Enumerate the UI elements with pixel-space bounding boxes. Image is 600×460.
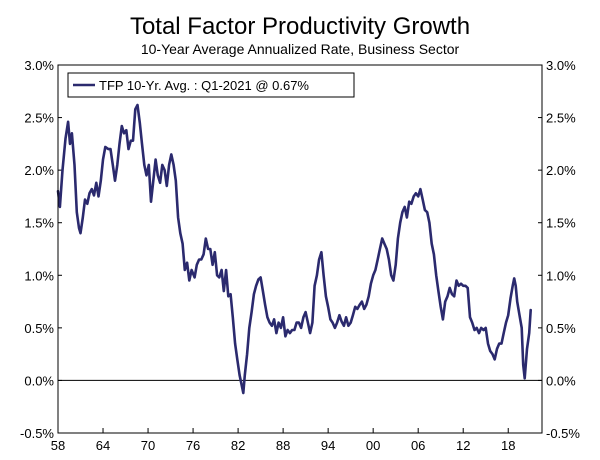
y-axis-labels-left: -0.5% 0.0% 0.5% 1.0% 1.5% 2.0% 2.5% 3.0% [20,58,54,441]
y-tick-label-left: 1.5% [24,216,54,231]
x-tick-label: 58 [51,438,65,453]
series-line-tfp [56,103,532,395]
chart-title: Total Factor Productivity Growth [130,13,470,40]
y-tick-label-right: 1.0% [546,268,576,283]
y-tick-label-right: 1.5% [546,216,576,231]
x-tick-label: 70 [141,438,155,453]
legend: TFP 10-Yr. Avg. : Q1-2021 @ 0.67% [67,72,355,98]
plot-frame [57,64,543,434]
x-tick-label: 00 [366,438,380,453]
y-tick-label-left: 0.0% [24,373,54,388]
y-tick-label-left: 0.5% [24,321,54,336]
y-tick-label-right: 0.0% [546,373,576,388]
y-axis-labels-right: -0.5% 0.0% 0.5% 1.0% 1.5% 2.0% 2.5% 3.0% [546,58,580,441]
y-tick-label-right: 3.0% [546,58,576,73]
x-tick-label: 76 [186,438,200,453]
y-tick-label-right: 0.5% [546,321,576,336]
y-tick-label-left: 2.5% [24,111,54,126]
x-tick-label: 64 [96,438,110,453]
x-axis-labels: 58 64 70 76 82 88 94 00 06 12 18 [51,438,516,453]
chart-subtitle: 10-Year Average Annualized Rate, Busines… [141,41,460,57]
y-tick-label-left: 1.0% [24,268,54,283]
y-tick-label-left: -0.5% [20,426,54,441]
y-tick-label-right: -0.5% [546,426,580,441]
x-tick-label: 94 [321,438,335,453]
x-tick-label: 06 [411,438,425,453]
legend-label: TFP 10-Yr. Avg. : Q1-2021 @ 0.67% [99,78,309,93]
y-tick-label-left: 3.0% [24,58,54,73]
y-tick-label-right: 2.0% [546,163,576,178]
legend-box [67,72,355,98]
x-tick-label: 12 [456,438,470,453]
axis-ticks [57,64,542,434]
x-tick-label: 18 [501,438,515,453]
x-tick-label: 88 [276,438,290,453]
y-tick-label-left: 2.0% [24,163,54,178]
x-tick-label: 82 [231,438,245,453]
y-tick-label-right: 2.5% [546,111,576,126]
